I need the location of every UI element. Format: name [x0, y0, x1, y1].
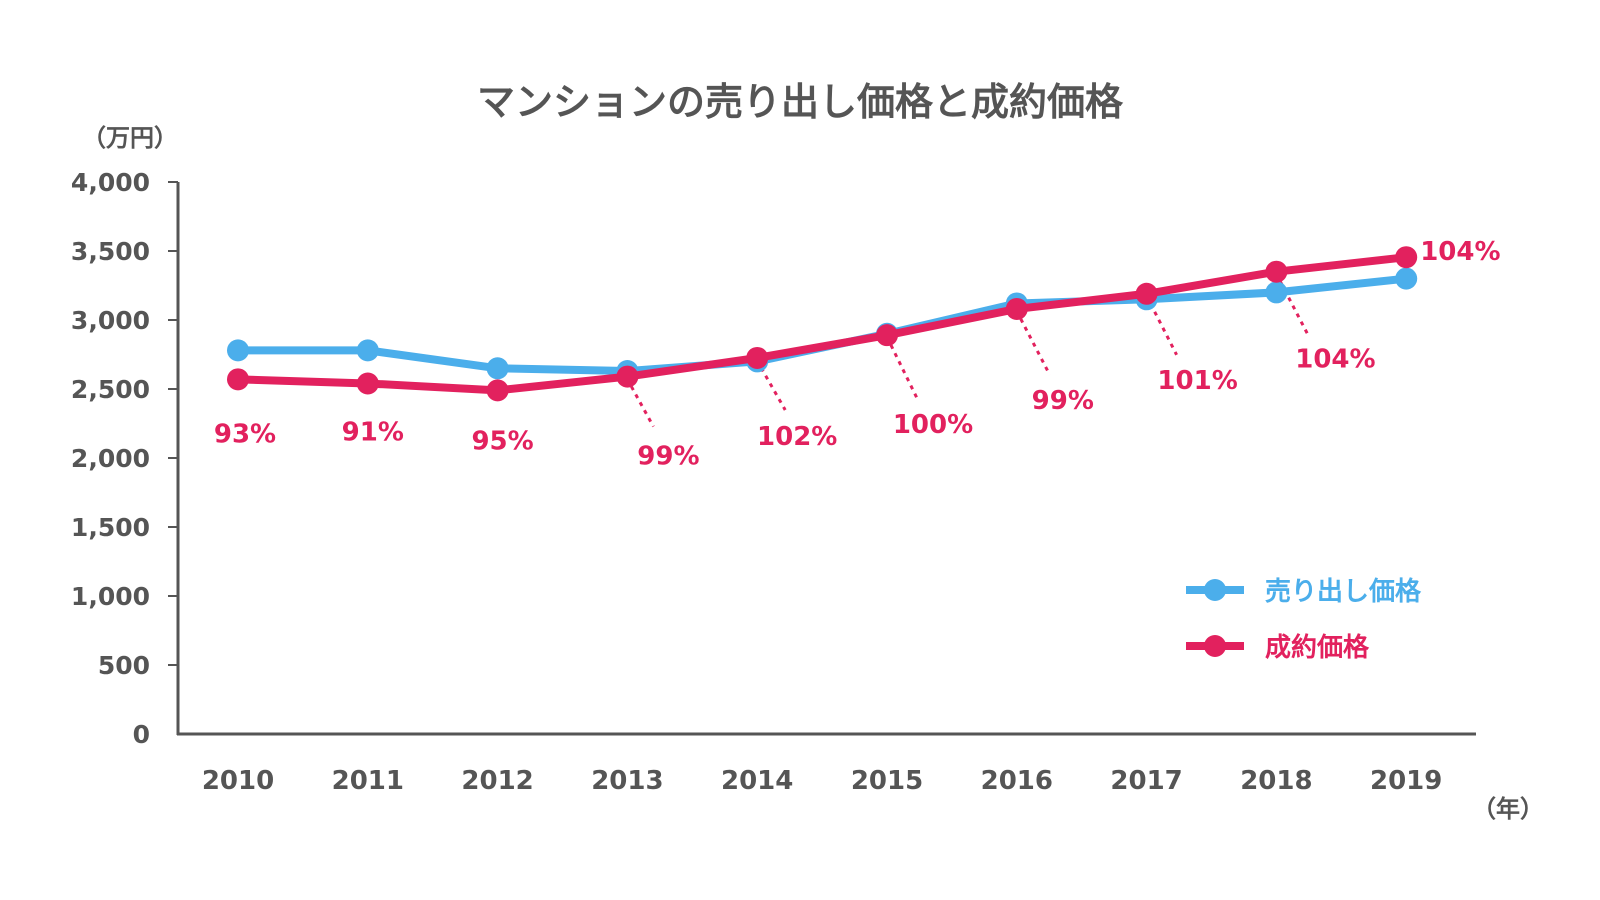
- ratio-label: 99%: [637, 442, 699, 472]
- data-point: [227, 368, 249, 391]
- series-group: [227, 246, 1418, 402]
- data-point: [1265, 281, 1288, 304]
- ratio-label: 91%: [342, 417, 404, 447]
- y-tick-label: 3,000: [71, 306, 150, 335]
- data-point: [1265, 260, 1288, 283]
- legend-item-contract-price: 成約価格: [1186, 632, 1370, 663]
- data-point: [616, 365, 639, 388]
- x-ticks: 2010 2011 2012 2013 2014 2015 2016 2017 2018 2019: [202, 766, 1443, 796]
- series-line: [234, 253, 1411, 395]
- data-point: [227, 339, 249, 362]
- legend-marker-contract-price: [1204, 635, 1226, 657]
- data-point: [356, 339, 379, 362]
- leader-lines: [630, 281, 1309, 428]
- x-tick-label: 2016: [981, 766, 1053, 796]
- series-sales-price: [227, 267, 1418, 383]
- data-point: [746, 346, 769, 369]
- leader-line: [630, 385, 655, 428]
- y-tick-label: 4,000: [71, 168, 150, 197]
- leader-line: [1149, 303, 1178, 356]
- series-line: [234, 274, 1411, 376]
- x-tick-label: 2017: [1110, 766, 1182, 796]
- x-tick-label: 2011: [332, 766, 404, 796]
- ratio-label: 99%: [1032, 386, 1094, 416]
- y-tick-label: 3,500: [71, 237, 150, 266]
- data-point: [1395, 246, 1418, 269]
- x-tick-label: 2013: [591, 766, 663, 796]
- leader-line: [759, 367, 787, 411]
- y-tick-label: 2,500: [71, 375, 150, 404]
- legend-label-contract-price: 成約価格: [1265, 632, 1370, 663]
- data-point: [1135, 282, 1158, 305]
- data-point: [1395, 267, 1418, 290]
- ratio-label: 93%: [214, 419, 276, 449]
- legend-item-sales-price: 売り出し価格: [1186, 576, 1422, 607]
- data-point: [486, 357, 509, 380]
- y-tick-label: 500: [98, 651, 150, 680]
- ratio-label: 100%: [893, 410, 973, 440]
- ratio-label: 104%: [1295, 345, 1375, 375]
- ratio-label: 95%: [471, 426, 533, 456]
- x-tick-label: 2018: [1240, 766, 1312, 796]
- data-point: [1005, 297, 1028, 320]
- ratio-labels: 93% 91% 95% 99% 102% 100% 99% 101% 104% 104%: [214, 237, 1501, 471]
- legend-marker-sales-price: [1204, 579, 1226, 601]
- leader-line: [1019, 318, 1052, 376]
- x-tick-label: 2014: [721, 766, 793, 796]
- ratio-label: 102%: [757, 422, 837, 452]
- data-point: [486, 379, 509, 402]
- ratio-label: 104%: [1420, 237, 1500, 267]
- legend-label-sales-price: 売り出し価格: [1265, 576, 1422, 607]
- x-tick-label: 2012: [461, 766, 533, 796]
- data-point: [876, 324, 898, 347]
- y-tick-label: 2,000: [71, 444, 150, 473]
- x-tick-label: 2010: [202, 766, 274, 796]
- y-axis-unit-label: （万円）: [82, 124, 178, 152]
- x-tick-label: 2019: [1370, 766, 1442, 796]
- ratio-label: 101%: [1157, 366, 1237, 396]
- x-axis-unit-label: （年）: [1472, 795, 1544, 823]
- series-contract-price: [227, 246, 1418, 402]
- x-tick-label: 2015: [851, 766, 923, 796]
- y-tick-label: 0: [133, 720, 150, 749]
- chart-title: マンションの売り出し価格と成約価格: [477, 80, 1124, 124]
- y-ticks: 0 500 1,000 1,500 2,000 2,500 3,000 3,500 4,000: [71, 168, 178, 749]
- data-point: [356, 372, 379, 395]
- y-tick-label: 1,000: [71, 582, 150, 611]
- leader-line: [889, 344, 920, 401]
- y-tick-label: 1,500: [71, 513, 150, 542]
- legend: 売り出し価格 成約価格: [1186, 576, 1422, 663]
